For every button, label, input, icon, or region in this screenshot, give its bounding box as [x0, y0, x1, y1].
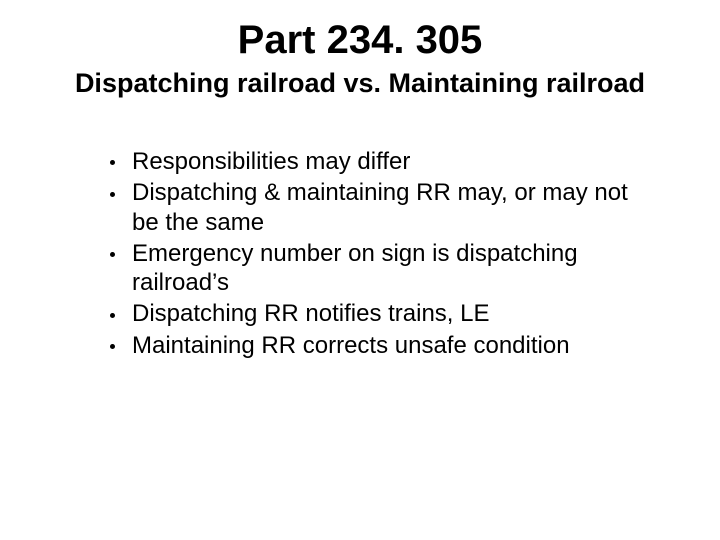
slide-title: Part 234. 305: [0, 18, 720, 62]
bullet-text: Dispatching RR notifies trains, LE: [132, 300, 490, 327]
bullet-text: Responsibilities may differ: [132, 148, 410, 175]
list-item: Maintaining RR corrects unsafe condition: [110, 331, 660, 360]
list-item: Responsibilities may differ: [110, 147, 660, 176]
bullet-icon: [110, 192, 115, 197]
bullet-icon: [110, 160, 115, 165]
bullet-icon: [110, 252, 115, 257]
bullet-text: Dispatching & maintaining RR may, or may…: [132, 179, 628, 235]
list-item: Dispatching RR notifies trains, LE: [110, 299, 660, 328]
bullet-icon: [110, 344, 115, 349]
slide: Part 234. 305 Dispatching railroad vs. M…: [0, 0, 720, 540]
bullet-icon: [110, 313, 115, 318]
slide-subtitle: Dispatching railroad vs. Maintaining rai…: [0, 68, 720, 99]
list-item: Dispatching & maintaining RR may, or may…: [110, 178, 660, 237]
list-item: Emergency number on sign is dispatching …: [110, 239, 660, 298]
bullet-list: Responsibilities may differ Dispatching …: [110, 147, 660, 360]
bullet-text: Emergency number on sign is dispatching …: [132, 240, 578, 296]
bullet-text: Maintaining RR corrects unsafe condition: [132, 332, 570, 359]
